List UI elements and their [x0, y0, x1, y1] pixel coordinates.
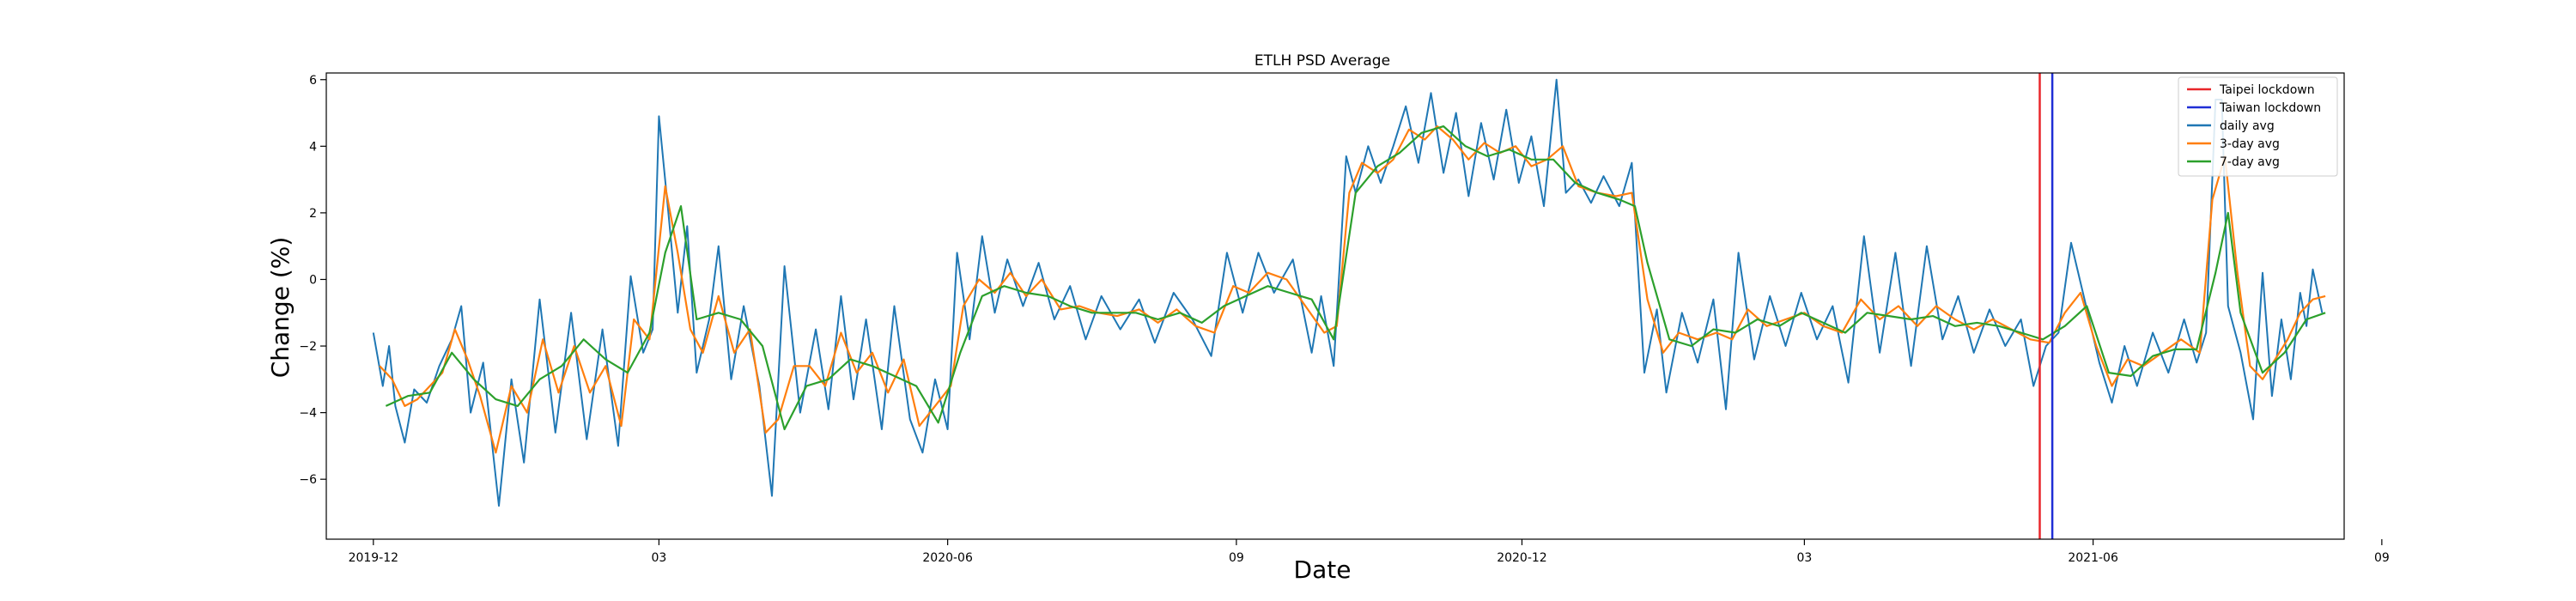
legend-entry: Taipei lockdown [2219, 83, 2315, 97]
series-line-7-day-avg [385, 125, 2326, 431]
y-tick-label: 4 [309, 140, 317, 154]
y-axis: −6 −4 −2 0 2 4 6 [299, 74, 326, 487]
x-tick-label: 2021-06 [2068, 551, 2118, 565]
y-tick-label: −4 [299, 407, 317, 421]
legend: Taipei lockdown Taiwan lockdown daily avg 3… [2178, 76, 2338, 177]
y-axis-label: Change (%) [266, 237, 295, 379]
plot-frame [325, 72, 2345, 540]
plot-area [372, 73, 2326, 539]
x-tick-label: 2019-12 [349, 551, 399, 565]
y-tick-label: 6 [309, 74, 317, 88]
legend-box [2178, 76, 2338, 177]
x-tick-label: 2020-06 [922, 551, 973, 565]
x-axis: 2019-12 03 2020-06 09 2020-12 03 2021-06 09 [349, 539, 2390, 565]
y-tick-label: −2 [299, 340, 317, 354]
y-tick-label: 0 [309, 273, 317, 287]
chart-title: ETLH PSD Average [1255, 52, 1390, 70]
legend-entry: 7-day avg [2220, 155, 2280, 169]
legend-entry: 3-day avg [2220, 137, 2280, 151]
x-tick-label: 03 [1796, 551, 1812, 565]
y-tick-label: 2 [309, 207, 317, 221]
legend-entry: Taiwan lockdown [2219, 101, 2321, 115]
legend-entry: daily avg [2220, 119, 2275, 133]
series-line-3-day-avg [379, 125, 2326, 454]
x-tick-label: 2020-12 [1497, 551, 1547, 565]
x-tick-label: 03 [651, 551, 666, 565]
x-axis-label: Date [1294, 555, 1352, 584]
x-tick-label: 09 [1229, 551, 1244, 565]
x-tick-label: 09 [2374, 551, 2390, 565]
y-tick-label: −6 [299, 473, 317, 487]
